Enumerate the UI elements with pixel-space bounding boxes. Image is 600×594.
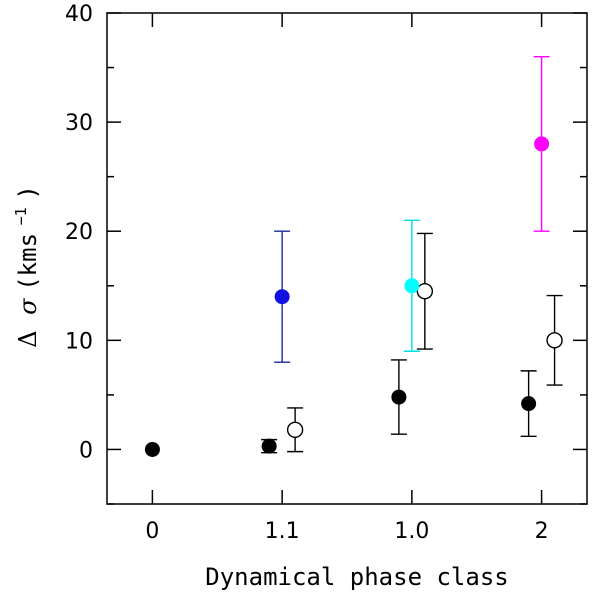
data-point [274, 289, 290, 305]
data-point [521, 396, 537, 412]
y-tick-label: 40 [65, 2, 93, 27]
x-tick-label: 2 [535, 519, 549, 544]
x-tick-label: 0 [145, 519, 159, 544]
y-tick-label: 20 [65, 220, 93, 245]
y-title-sigma: σ [14, 298, 42, 315]
x-tick-label: 1.1 [265, 519, 300, 544]
data-point [534, 136, 550, 152]
y-tick-label: 30 [65, 111, 93, 136]
data-points [144, 55, 563, 457]
data-point [144, 441, 160, 457]
x-tick-label: 1.0 [394, 519, 429, 544]
data-point [546, 332, 563, 349]
y-tick-label: 10 [65, 329, 93, 354]
y-title-exponent: −1 [12, 207, 30, 225]
axis-ticks [107, 12, 587, 505]
plot-frame [106, 12, 588, 505]
tick-labels: 0 10 20 30 40 0 1.1 1.0 2 [65, 2, 549, 544]
x-axis-title: Dynamical phase class [205, 563, 508, 591]
data-point [391, 389, 407, 405]
y-title-delta: Δ [14, 330, 42, 347]
data-point [261, 438, 277, 454]
y-title-close: ) [14, 185, 42, 199]
data-point [404, 278, 420, 294]
data-point [416, 283, 434, 300]
y-axis-title: Δ σ (kms −1 ) [4, 185, 42, 348]
y-tick-label: 0 [79, 438, 93, 463]
data-point [286, 421, 304, 439]
y-title-units: (kms [14, 233, 42, 291]
